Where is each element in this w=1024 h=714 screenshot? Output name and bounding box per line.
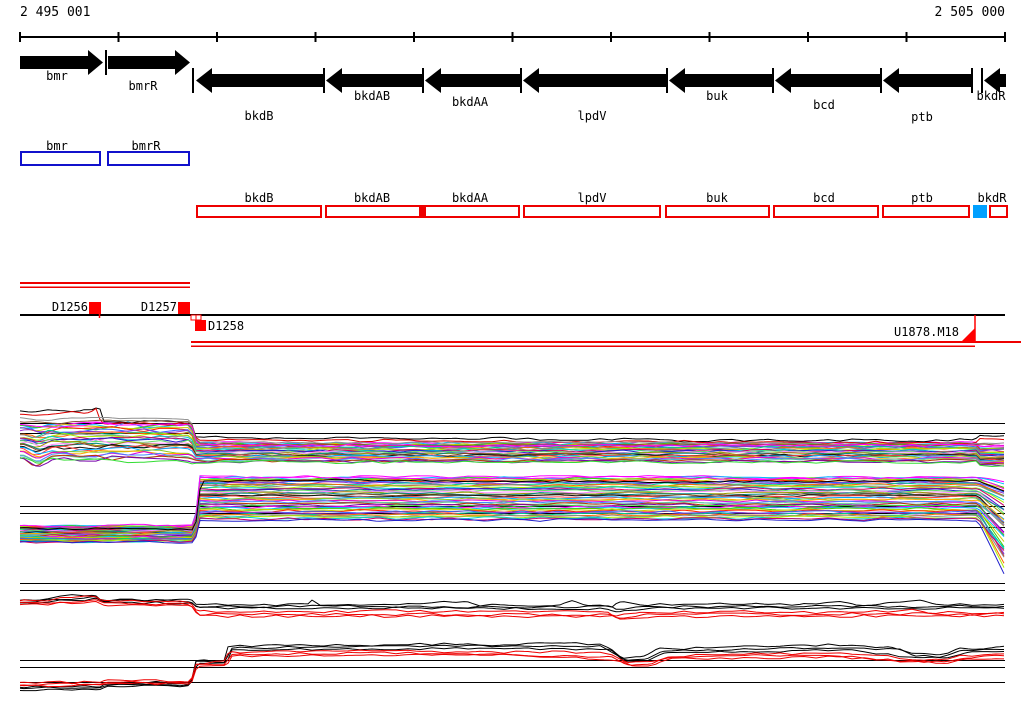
gene-arrow-bkdAB[interactable] xyxy=(326,68,422,93)
red-annotation-box-bkdAB[interactable] xyxy=(325,205,421,218)
probe-square-D1257[interactable] xyxy=(178,302,190,314)
gene-arrow-bmr[interactable] xyxy=(20,50,103,75)
ratio-profile-line xyxy=(19,600,1005,620)
red-annotation-box-bkdB[interactable] xyxy=(196,205,322,218)
ratio-profile-line xyxy=(19,647,1005,692)
expression-profile-line xyxy=(19,434,1005,456)
gene-arrow-bmrR[interactable] xyxy=(108,50,190,75)
expression-profile-line xyxy=(19,481,1005,530)
small-probe-square[interactable] xyxy=(190,314,197,321)
expression-profile-line xyxy=(19,475,1005,528)
expression-profile-line xyxy=(19,515,1005,568)
red-annotation-box-buk[interactable] xyxy=(665,205,770,218)
expression-profile-line xyxy=(19,417,1005,446)
blue-filled-box[interactable] xyxy=(973,205,987,218)
red-annotation-box-bkdAA[interactable] xyxy=(424,205,520,218)
expression-profile-line xyxy=(19,407,1005,445)
gene-arrow-bkdB[interactable] xyxy=(196,68,323,93)
expression-profile-line xyxy=(19,457,1005,468)
red-annotation-box-ptb[interactable] xyxy=(882,205,970,218)
small-probe-square[interactable] xyxy=(195,314,202,321)
expression-profile-line xyxy=(19,422,1005,448)
expression-profile-line xyxy=(19,432,1005,455)
gene-arrow-bcd[interactable] xyxy=(775,68,880,93)
gene-arrow-lpdV[interactable] xyxy=(523,68,666,93)
expression-profile-line xyxy=(19,443,1005,461)
ratio-profile-line xyxy=(19,644,1004,690)
expression-profile-line xyxy=(20,503,1005,539)
blue-annotation-box-bmr[interactable] xyxy=(20,151,101,166)
expression-profile-line xyxy=(19,454,1005,467)
gene-arrow-bkdR[interactable] xyxy=(984,68,1006,93)
ruler-end-coordinate: 2 505 000 xyxy=(934,5,1005,20)
blue-annotation-box-bmrR[interactable] xyxy=(107,151,190,166)
gene-arrow-bkdAA[interactable] xyxy=(425,68,520,93)
gene-arrow-buk[interactable] xyxy=(669,68,772,93)
ruler-start-coordinate: 2 495 001 xyxy=(20,5,91,20)
expression-profile-line xyxy=(19,504,1005,538)
ratio-profile-line xyxy=(19,599,1005,619)
red-annotation-box-bkdR[interactable] xyxy=(989,205,1008,218)
expression-profile-line xyxy=(20,514,1005,558)
ratio-profile-line xyxy=(19,594,1005,608)
probe-square-D1256[interactable] xyxy=(89,302,101,314)
expression-profile-line xyxy=(19,500,1005,537)
gene-arrow-ptb[interactable] xyxy=(883,68,971,93)
probe-square-D1258[interactable] xyxy=(195,320,206,331)
red-annotation-box-lpdV[interactable] xyxy=(523,205,661,218)
red-annotation-box-bcd[interactable] xyxy=(773,205,879,218)
ratio-profile-line xyxy=(19,595,1005,617)
expression-profile-line xyxy=(19,478,1005,531)
red-divider-block xyxy=(420,205,425,218)
ratio-profile-line xyxy=(19,653,1004,688)
expression-profile-line xyxy=(19,496,1005,536)
expression-profile-line xyxy=(19,518,1005,575)
flag-triangle-U1878.M18[interactable] xyxy=(961,328,975,342)
ratio-profile-line xyxy=(19,642,1005,689)
